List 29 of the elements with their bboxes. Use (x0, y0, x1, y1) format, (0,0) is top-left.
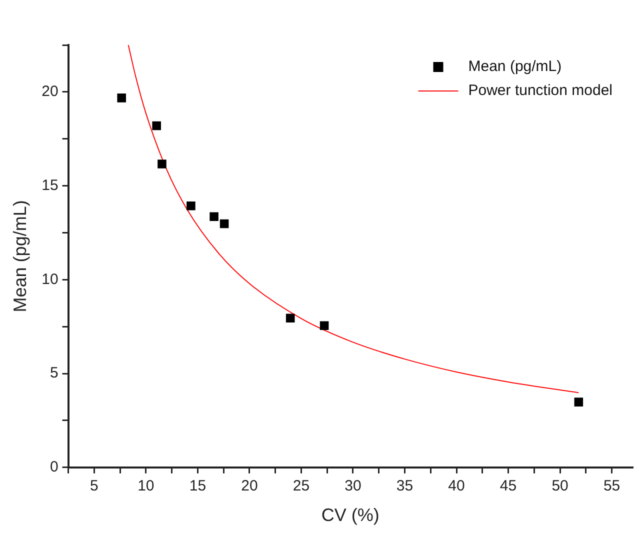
y-tick-label: 5 (50, 364, 58, 382)
x-tick-label: 45 (500, 478, 517, 495)
x-tick-label: 20 (241, 478, 258, 495)
point (186, 202, 196, 210)
point (286, 314, 295, 323)
x-tick-label: 55 (603, 478, 620, 495)
point (574, 398, 584, 406)
x-axis-title: CV (%) (321, 505, 380, 526)
legend-label: Power tunction model (468, 82, 613, 100)
point (158, 160, 166, 168)
x-tick-label: 10 (138, 478, 154, 495)
point (220, 219, 229, 228)
point (210, 212, 218, 221)
y-axis-title: Mean (pg/mL) (10, 200, 30, 312)
y-tick-label: 15 (42, 176, 58, 194)
legend-label: Mean (pg/mL) (468, 58, 562, 76)
x-tick-label: 40 (448, 478, 465, 495)
point (117, 94, 126, 102)
point (152, 121, 161, 130)
y-tick-label: 20 (42, 83, 58, 100)
x-tick-label: 50 (552, 478, 568, 495)
y-tick-label: 0 (50, 458, 58, 476)
x-tick-label: 5 (90, 478, 98, 495)
x-tick-label: 30 (344, 478, 362, 495)
point (320, 321, 329, 330)
x-tick-label: 15 (189, 478, 206, 495)
x-tick-label: 35 (396, 478, 414, 495)
x-tick-label: 25 (292, 478, 310, 495)
y-tick-label: 10 (42, 270, 58, 288)
